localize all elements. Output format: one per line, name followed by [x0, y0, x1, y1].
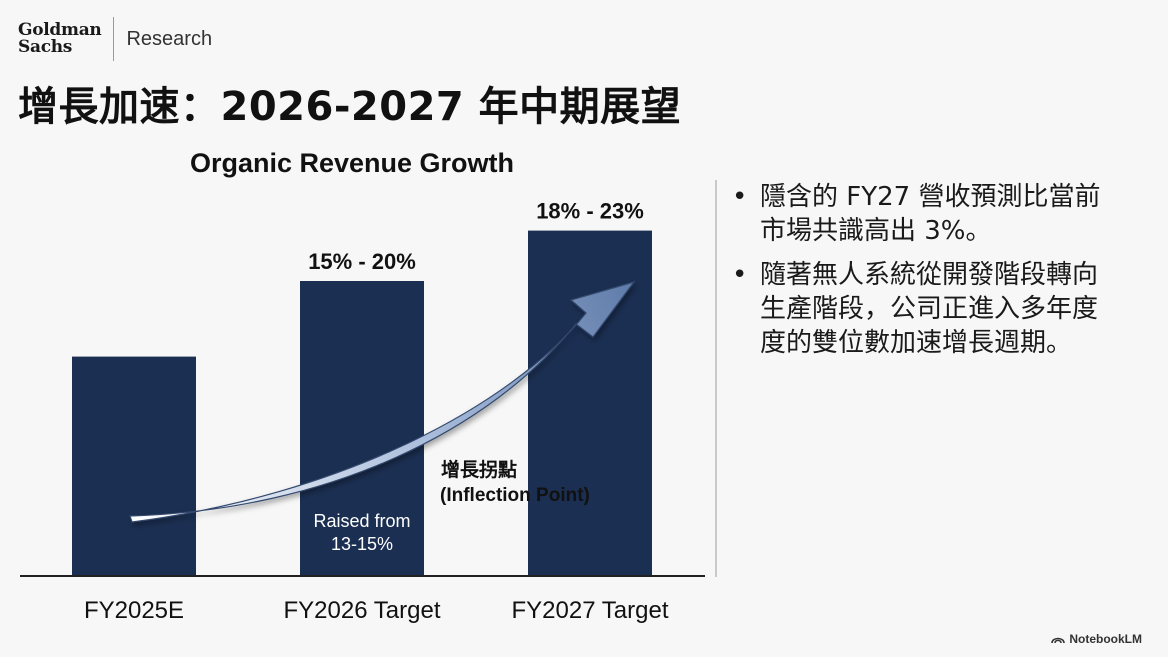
x-tick-label: FY2027 Target	[512, 597, 669, 624]
revenue-growth-chart: Organic Revenue Growth FY2025E FY2026 Tar…	[20, 148, 705, 624]
logo-line-1: Goldman	[18, 20, 102, 40]
goldman-sachs-logo: Goldman Sachs	[18, 20, 102, 57]
chart-title: Organic Revenue Growth	[190, 148, 514, 178]
inflection-label-en: (Inflection Point)	[440, 485, 590, 506]
growth-arrow	[129, 280, 636, 523]
logo-line-2: Sachs	[18, 37, 73, 57]
bar-value-label: 18% - 23%	[536, 199, 644, 224]
bullet-item: • 隱含的 FY27 營收預測比當前市場共識高出 3%。	[730, 180, 1110, 248]
notebooklm-icon	[1051, 637, 1066, 644]
page-title: 增長加速：2026-2027 年中期展望	[18, 84, 682, 130]
bullet-dot: •	[732, 182, 748, 212]
bullet-text: 隨著無人系統從開發階段轉向生產階段，公司正進入多年度度的雙位數加速增長週期。	[760, 260, 1099, 358]
inflection-label-cn: 增長拐點	[441, 458, 517, 481]
header-divider	[113, 17, 115, 61]
footer-brand: NotebookLM	[1069, 632, 1142, 646]
x-tick-label: FY2025E	[84, 597, 184, 624]
bar-annotation-line-2: 13-15%	[331, 534, 393, 554]
header: Goldman Sachs Research	[18, 16, 212, 62]
summary-bullets: • 隱含的 FY27 營收預測比當前市場共識高出 3%。 • 隨著無人系統從開發…	[730, 180, 1110, 370]
bar-2	[300, 281, 424, 575]
bar-3	[528, 230, 652, 575]
content-divider	[715, 180, 717, 577]
bar-1	[72, 356, 196, 575]
bullet-text: 隱含的 FY27 營收預測比當前市場共識高出 3%。	[760, 182, 1101, 246]
bar-annotation-line-1: Raised from	[313, 511, 410, 531]
research-label: Research	[126, 27, 213, 50]
bar-value-label: 15% - 20%	[308, 249, 416, 274]
notebooklm-badge: NotebookLM	[1051, 632, 1142, 646]
bullet-dot: •	[732, 260, 748, 290]
bullet-item: • 隨著無人系統從開發階段轉向生產階段，公司正進入多年度度的雙位數加速增長週期。	[730, 258, 1110, 360]
x-tick-label: FY2026 Target	[284, 597, 441, 624]
